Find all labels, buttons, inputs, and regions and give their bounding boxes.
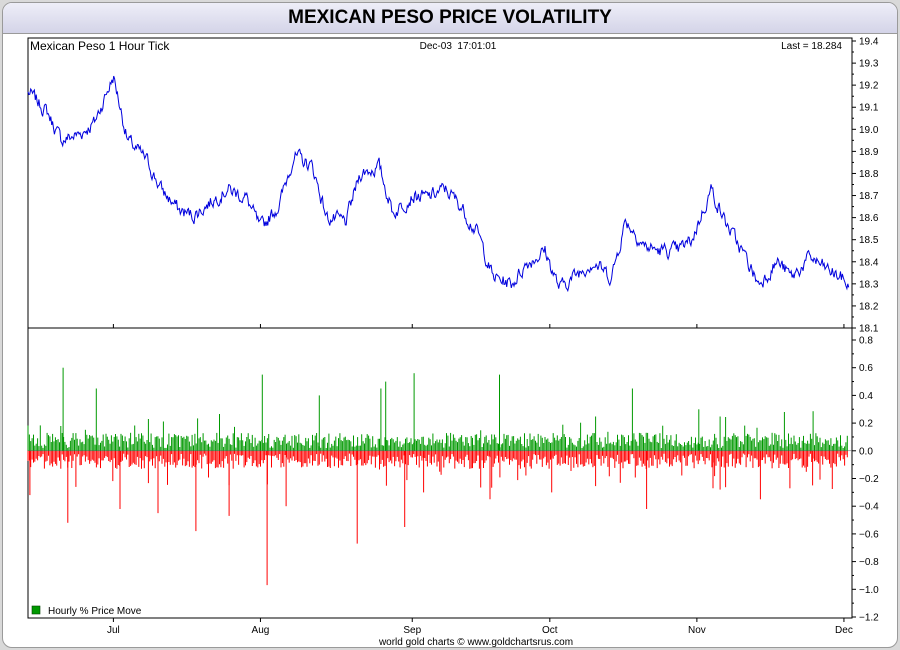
vol-y-tick-label: −0.6 [859,529,879,540]
footer-credit: world gold charts © www.goldchartsrus.co… [378,637,573,648]
chart-canvas: 19.4 19.3 19.2 19.1 19.0 18.9 18.8 18.7 18.6 18.5… [27,37,879,648]
x-axis-tick-label: Jul [107,625,120,636]
price-y-tick-label: 18.7 [859,191,879,202]
volatility-panel [27,367,848,586]
vol-y-tick-label: −1.2 [859,613,879,624]
price-y-tick-label: 18.9 [859,147,879,158]
price-y-tick-label: 19.2 [859,81,879,92]
x-axis-tick-label: Sep [403,625,421,636]
x-axis-tick-label: Dec [835,625,853,636]
price-y-tick-label: 18.1 [859,324,879,335]
vol-y-tick-label: 0.2 [859,419,873,430]
price-panel [27,75,850,293]
vol-y-tick-label: −0.8 [859,557,879,568]
price-series-line [27,75,850,293]
price-y-tick-label: 18.8 [859,169,879,180]
vol-y-tick-label: −0.4 [859,502,879,513]
vol-y-tick-label: −1.0 [859,585,879,596]
price-y-tick-label: 18.3 [859,279,879,290]
vol-y-tick-label: 0.6 [859,363,873,374]
vol-y-tick-label: −0.2 [859,474,879,485]
price-y-tick-label: 19.3 [859,59,879,70]
price-y-tick-label: 18.5 [859,235,879,246]
vol-y-tick-label: 0.4 [859,391,873,402]
x-axis-tick-label: Aug [252,625,270,636]
price-y-tick-label: 19.1 [859,103,879,114]
price-chart-last-value: Last = 18.284 [781,41,842,52]
price-y-tick-label: 18.2 [859,301,879,312]
price-chart-title: Mexican Peso 1 Hour Tick [30,39,170,53]
legend-swatch [31,605,41,615]
price-y-tick-label: 19.4 [859,37,879,48]
vol-y-tick-label: 0.0 [859,446,873,457]
legend-label: Hourly % Price Move [48,606,142,617]
price-y-tick-label: 18.6 [859,213,879,224]
price-y-tick-label: 19.0 [859,125,879,136]
price-y-tick-label: 18.4 [859,257,879,268]
price-chart-timestamp: Dec-03 17:01:01 [420,41,497,52]
x-axis-tick-label: Oct [542,625,558,636]
vol-y-tick-label: 0.8 [859,336,873,347]
page-title: MEXICAN PESO PRICE VOLATILITY [3,3,897,34]
x-axis-tick-label: Nov [688,625,706,636]
